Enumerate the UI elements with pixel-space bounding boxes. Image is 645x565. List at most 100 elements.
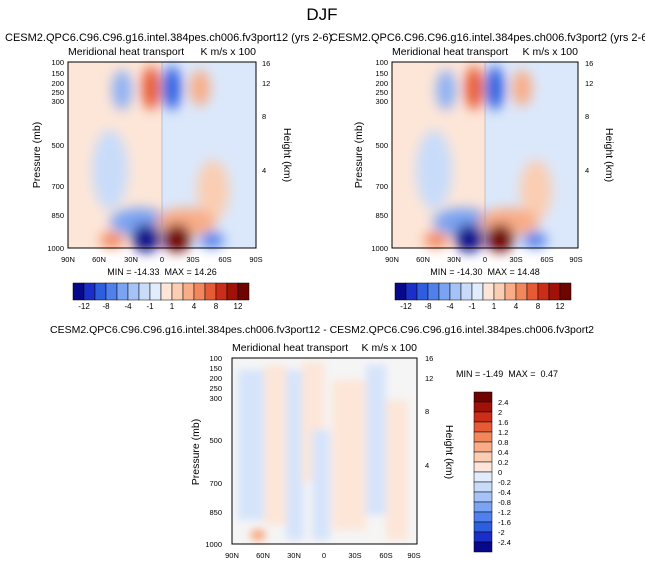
panel-3-pink-south (332, 380, 366, 530)
colorbar-1-swatches (72, 282, 250, 301)
panel-1-xtick-90N: 90N (61, 255, 75, 264)
panel-3-left-label: Meridional heat transport (232, 342, 348, 354)
colorbar-2-label: 1 (492, 302, 497, 311)
panel-1-right-label: K m/s x 100 (201, 46, 257, 58)
panel-2-xtick-90S: 90S (569, 255, 582, 264)
panel-1-ytick-300: 300 (51, 97, 64, 106)
panel-3-blue-west (238, 370, 266, 520)
panel-1-ytick-1000: 1000 (47, 244, 64, 253)
panel-2-ytick-500: 500 (375, 141, 388, 150)
panel-2-xtick-60S: 60S (540, 255, 553, 264)
panel-2-ylabel-right: Height (km) (603, 128, 615, 182)
page-title: DJF (306, 5, 337, 24)
panel-1-ytick-150: 150 (51, 69, 64, 78)
panel-1-xtick-60N: 60N (92, 255, 106, 264)
panel-2-ytick-250: 250 (375, 88, 388, 97)
colorbar-1-label: -8 (102, 302, 110, 311)
panel-3-ytick-850: 850 (209, 508, 222, 517)
colorbar-2-label: -4 (446, 302, 454, 311)
panel-1-contours (92, 66, 229, 252)
colorbar-1-labels: -12 -8 -4 -1 1 4 8 12 (78, 302, 243, 311)
panel-2-ytick-850: 850 (375, 211, 388, 220)
colorbar-1-label: 12 (234, 302, 243, 311)
panel-3-right-label: K m/s x 100 (362, 342, 418, 354)
panel-3-xtick-60S: 60S (379, 551, 392, 560)
panel-3-pink-west (264, 365, 286, 525)
panel-3-y-axis: 100 150 200 250 300 500 700 850 1000 Pre… (190, 354, 222, 549)
panel-2-xtick-60N: 60N (416, 255, 430, 264)
panel-3-plot (231, 357, 418, 545)
colorbar-2-label: 8 (536, 302, 541, 311)
colorbar-swatch (138, 282, 151, 301)
panel-1-left-label: Meridional heat transport (68, 46, 184, 58)
panel-2-title: CESM2.QPC6.C96.C96.g16.intel.384pes.ch00… (330, 32, 645, 44)
colorbar-swatch (149, 282, 162, 301)
colorbar-swatch (473, 411, 493, 423)
colorbar-3-label: 2.4 (498, 398, 508, 407)
colorbar-swatch (482, 282, 495, 301)
colorbar-swatch (127, 282, 140, 301)
panel-1-y2tick-16: 16 (262, 59, 270, 68)
colorbar-3-label: 0.8 (498, 438, 508, 447)
colorbar-3-label: -1.2 (498, 508, 511, 517)
colorbar-3-label: -1.6 (498, 518, 511, 527)
colorbar-swatch (473, 501, 493, 513)
panel-2-upper-neg-north (436, 70, 456, 110)
panel-3-stats: MIN = -1.49 MAX = 0.47 (456, 369, 558, 379)
panel-2-y2tick-12: 12 (585, 79, 593, 88)
panel-3-ytick-300: 300 (209, 394, 222, 403)
colorbar-1-label: -1 (146, 302, 154, 311)
panel-1-upper-neg-core (163, 66, 181, 110)
colorbar-swatch (473, 451, 493, 463)
panel-2-x-axis: 90N 60N 30N 0 30S 60S 90S (385, 255, 583, 264)
colorbar-3-label: 0.2 (498, 458, 508, 467)
colorbar-swatch (559, 282, 572, 301)
panel-1: CESM2.QPC6.C96.C96.g16.intel.384pes.ch00… (5, 32, 332, 311)
colorbar-swatch (171, 282, 184, 301)
colorbar-2-label: -8 (424, 302, 432, 311)
panel-1-title: CESM2.QPC6.C96.C96.g16.intel.384pes.ch00… (5, 32, 332, 44)
panel-2-ytick-700: 700 (375, 182, 388, 191)
colorbar-swatch (537, 282, 550, 301)
panel-3-ytick-250: 250 (209, 384, 222, 393)
panel-1-frame (67, 61, 257, 249)
panel-2-xtick-0: 0 (483, 255, 487, 264)
colorbar-swatch (471, 282, 484, 301)
panel-2-y2tick-4: 4 (585, 166, 589, 175)
panel-1-xtick-90S: 90S (249, 255, 262, 264)
colorbar-2-labels: -12 -8 -4 -1 1 4 8 12 (400, 302, 565, 311)
panel-2-upper-pos-core (465, 66, 483, 110)
colorbar-3-label: -0.2 (498, 478, 511, 487)
panel-2-surface-neg-south (523, 232, 547, 248)
colorbar-swatch (193, 282, 206, 301)
panel-1-y2tick-8: 8 (262, 112, 266, 121)
panel-2-ytick-300: 300 (375, 97, 388, 106)
colorbar-swatch (460, 282, 473, 301)
panel-3-xtick-90N: 90N (225, 551, 239, 560)
panel-2-xtick-90N: 90N (385, 255, 399, 264)
panel-1-plot (67, 61, 257, 252)
panel-2-mid-neg (416, 130, 452, 210)
panel-2-mid-pos (520, 160, 552, 220)
colorbar-swatch (182, 282, 195, 301)
panel-3-ylabel-right: Height (km) (443, 425, 455, 479)
panel-1-ylabel: Pressure (mb) (31, 122, 43, 189)
panel-3-y2-axis: 16 12 8 4 Height (km) (425, 354, 455, 479)
panel-1-surface-neg-core (132, 224, 160, 252)
colorbar-swatch (473, 461, 493, 473)
colorbar-swatch (405, 282, 418, 301)
colorbar-swatch (237, 282, 250, 301)
panel-1-ylabel-right: Height (km) (281, 128, 293, 182)
colorbar-swatch (473, 431, 493, 443)
panel-3-ylabel: Pressure (mb) (190, 419, 202, 486)
panel-1-upper-neg-north (112, 70, 132, 110)
panel-3-ytick-1000: 1000 (205, 540, 222, 549)
colorbar-swatch (473, 511, 493, 523)
panel-3-y2tick-12: 12 (425, 374, 433, 383)
panel-1-y2-axis: 16 12 8 4 Height (km) (262, 59, 293, 182)
panel-3-y2tick-4: 4 (425, 461, 429, 470)
colorbar-3-label: -0.4 (498, 488, 511, 497)
colorbar-1-label: 8 (214, 302, 219, 311)
colorbar-3-label: 0.4 (498, 448, 508, 457)
colorbar-swatch (94, 282, 107, 301)
